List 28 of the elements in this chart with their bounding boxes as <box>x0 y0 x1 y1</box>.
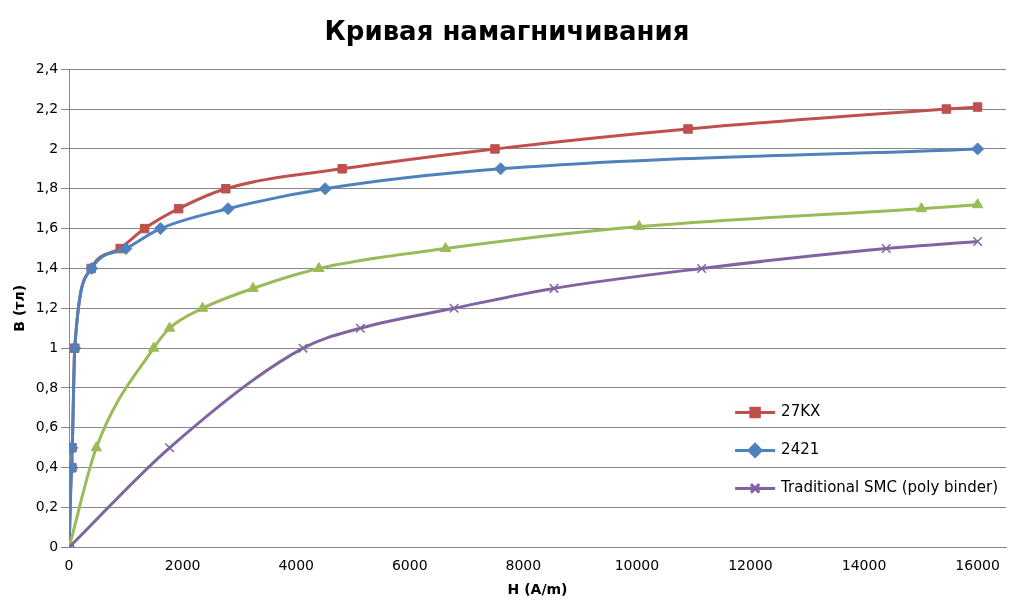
chart-title: Кривая намагничивания <box>324 16 690 47</box>
x-tick-label: 2000 <box>164 557 201 574</box>
y-tick-label: 2 <box>49 139 59 156</box>
y-tick-label: 0 <box>49 538 59 555</box>
x-tick-label: 12000 <box>728 557 773 574</box>
y-tick-label: 1,6 <box>35 219 59 236</box>
y-tick-label: 1 <box>49 338 59 355</box>
legend-label: 27KX <box>781 402 821 421</box>
x-tick-label: 14000 <box>841 557 887 574</box>
y-tick-label: 1,4 <box>35 259 59 276</box>
x-tick-label: 16000 <box>955 557 1000 574</box>
x-tick-label: 4000 <box>278 557 315 574</box>
y-tick-label: 2,2 <box>35 99 59 116</box>
legend-label: 2421 <box>781 440 820 459</box>
legend-label: Traditional SMC (poly binder) <box>780 478 999 497</box>
x-tick-label: 0 <box>64 557 74 574</box>
x-tick-label: 8000 <box>505 557 542 574</box>
y-tick-label: 1,8 <box>35 179 59 196</box>
y-axis-title: B (тл) <box>11 284 28 332</box>
y-tick-label: 0,6 <box>35 418 59 435</box>
x-tick-label: 6000 <box>391 557 428 574</box>
y-tick-label: 1,2 <box>35 298 59 315</box>
y-tick-label: 0,2 <box>35 498 59 515</box>
x-axis-title: H (A/m) <box>507 581 568 598</box>
y-tick-label: 0,4 <box>35 458 59 475</box>
y-tick-label: 2,4 <box>35 59 59 76</box>
y-tick-label: 0,8 <box>35 378 59 395</box>
x-tick-label: 10000 <box>614 557 660 574</box>
